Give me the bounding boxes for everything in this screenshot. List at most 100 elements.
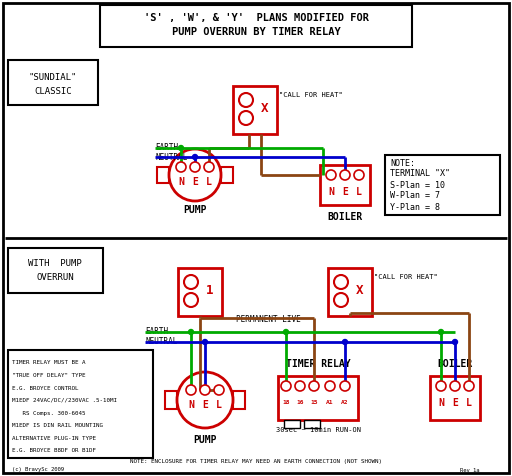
Circle shape: [343, 339, 348, 345]
Text: RS Comps. 300-6045: RS Comps. 300-6045: [12, 410, 86, 416]
Circle shape: [340, 381, 350, 391]
Text: CLASSIC: CLASSIC: [34, 88, 72, 97]
Text: TIMER RELAY: TIMER RELAY: [286, 359, 350, 369]
Bar: [8, 60, 98, 105]
Bar: [157, 167, 169, 183]
Text: L: L: [216, 400, 222, 410]
Text: E.G. BROYCE B8DF OR B1DF: E.G. BROYCE B8DF OR B1DF: [12, 448, 96, 453]
Text: A2: A2: [342, 400, 349, 406]
Bar: [8, 248, 103, 293]
Text: M1EDF 24VAC/DC//230VAC .5-10MI: M1EDF 24VAC/DC//230VAC .5-10MI: [12, 398, 117, 403]
Circle shape: [464, 381, 474, 391]
Text: "SUNDIAL": "SUNDIAL": [29, 72, 77, 81]
Text: E: E: [202, 400, 208, 410]
Text: WITH  PUMP: WITH PUMP: [28, 258, 82, 268]
Text: 18: 18: [282, 400, 290, 406]
Text: E: E: [192, 177, 198, 187]
Text: BOILER: BOILER: [437, 359, 473, 369]
Text: 'S' , 'W', & 'Y'  PLANS MODIFIED FOR: 'S' , 'W', & 'Y' PLANS MODIFIED FOR: [143, 13, 369, 23]
Text: TERMINAL "X": TERMINAL "X": [390, 169, 450, 178]
Text: L: L: [466, 398, 472, 408]
Text: PERMANENT LIVE: PERMANENT LIVE: [236, 316, 301, 325]
Text: NOTE: ENCLOSURE FOR TIMER RELAY MAY NEED AN EARTH CONNECTION (NOT SHOWN): NOTE: ENCLOSURE FOR TIMER RELAY MAY NEED…: [130, 459, 382, 465]
Circle shape: [214, 385, 224, 395]
Circle shape: [203, 339, 207, 345]
Circle shape: [326, 170, 336, 180]
Text: PUMP: PUMP: [193, 435, 217, 445]
Text: NOTE:: NOTE:: [390, 159, 415, 168]
Circle shape: [295, 381, 305, 391]
Bar: [100, 5, 412, 47]
Text: Rev 1a: Rev 1a: [460, 467, 480, 473]
Text: Y-Plan = 8: Y-Plan = 8: [390, 202, 440, 211]
Text: E: E: [342, 187, 348, 197]
Circle shape: [188, 329, 194, 335]
Text: N: N: [438, 398, 444, 408]
Text: N: N: [178, 177, 184, 187]
Circle shape: [193, 155, 198, 159]
Text: EARTH: EARTH: [145, 327, 168, 337]
Circle shape: [281, 381, 291, 391]
Text: 16: 16: [296, 400, 304, 406]
Bar: [165, 391, 177, 409]
Circle shape: [309, 381, 319, 391]
Circle shape: [340, 170, 350, 180]
Circle shape: [453, 339, 458, 345]
Text: E: E: [452, 398, 458, 408]
Text: 1: 1: [206, 285, 214, 298]
Circle shape: [239, 111, 253, 125]
Text: "CALL FOR HEAT": "CALL FOR HEAT": [374, 274, 438, 280]
Bar: [304, 420, 320, 428]
Text: N: N: [188, 400, 194, 410]
Bar: [284, 420, 300, 428]
Text: "TRUE OFF DELAY" TYPE: "TRUE OFF DELAY" TYPE: [12, 373, 86, 378]
Text: S-Plan = 10: S-Plan = 10: [390, 180, 445, 189]
Text: L: L: [206, 177, 212, 187]
Text: ALTERNATIVE PLUG-IN TYPE: ALTERNATIVE PLUG-IN TYPE: [12, 436, 96, 440]
Bar: [385, 155, 500, 215]
Text: PUMP: PUMP: [183, 205, 207, 215]
Circle shape: [177, 372, 233, 428]
Circle shape: [184, 275, 198, 289]
Circle shape: [436, 381, 446, 391]
Circle shape: [284, 329, 288, 335]
Text: W-Plan = 7: W-Plan = 7: [390, 191, 440, 200]
Bar: [221, 167, 233, 183]
Circle shape: [450, 381, 460, 391]
Text: X: X: [356, 285, 364, 298]
Circle shape: [190, 162, 200, 172]
Text: 30sec ~ 10min RUN-ON: 30sec ~ 10min RUN-ON: [275, 427, 360, 433]
Circle shape: [334, 275, 348, 289]
Text: L: L: [356, 187, 362, 197]
Text: PUMP OVERRUN BY TIMER RELAY: PUMP OVERRUN BY TIMER RELAY: [172, 27, 340, 37]
Circle shape: [438, 329, 443, 335]
Text: A1: A1: [326, 400, 334, 406]
Text: E.G. BROYCE CONTROL: E.G. BROYCE CONTROL: [12, 386, 78, 390]
Text: 15: 15: [310, 400, 318, 406]
Bar: [233, 391, 245, 409]
Text: M1EDF IS DIN RAIL MOUNTING: M1EDF IS DIN RAIL MOUNTING: [12, 423, 103, 428]
Circle shape: [239, 93, 253, 107]
Bar: [8, 350, 153, 458]
Text: OVERRUN: OVERRUN: [36, 274, 74, 282]
Bar: [430, 376, 480, 420]
Circle shape: [325, 381, 335, 391]
Bar: [278, 376, 358, 420]
Circle shape: [176, 162, 186, 172]
Circle shape: [184, 293, 198, 307]
Bar: [328, 268, 372, 316]
Circle shape: [186, 385, 196, 395]
Text: N: N: [328, 187, 334, 197]
Text: NEUTRAL: NEUTRAL: [145, 337, 177, 347]
Bar: [178, 268, 222, 316]
Text: "CALL FOR HEAT": "CALL FOR HEAT": [279, 92, 343, 98]
Circle shape: [179, 146, 183, 150]
Bar: [233, 86, 277, 134]
Text: (c) BravySc 2009: (c) BravySc 2009: [12, 467, 64, 473]
Bar: [320, 165, 370, 205]
Circle shape: [354, 170, 364, 180]
Circle shape: [204, 162, 214, 172]
Text: EARTH: EARTH: [155, 143, 178, 152]
Text: BOILER: BOILER: [327, 212, 362, 222]
Text: X: X: [261, 102, 269, 116]
